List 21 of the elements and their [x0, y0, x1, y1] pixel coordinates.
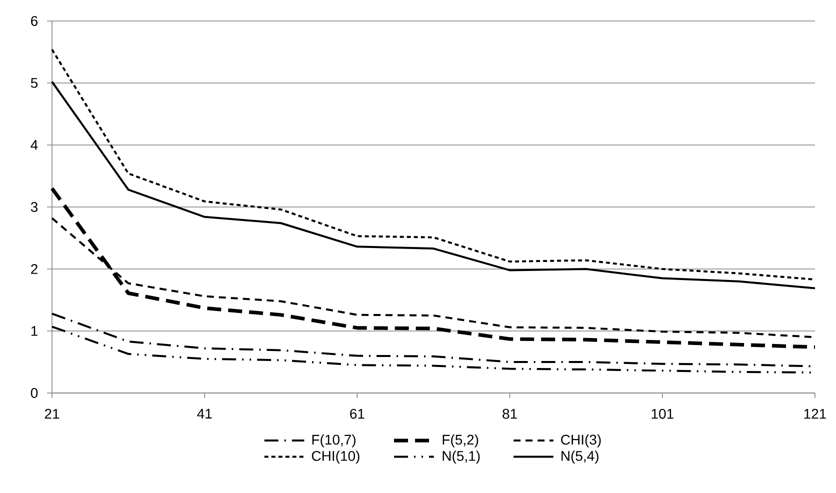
y-tick-label: 6	[31, 16, 38, 26]
line-series	[51, 80, 816, 290]
legend-label: N(5,1)	[442, 450, 480, 464]
x-tick-label: 21	[44, 408, 60, 419]
legend-label: F(5,2)	[442, 434, 478, 448]
x-tick-label: 41	[197, 408, 212, 418]
legend-label: F(10,7)	[312, 434, 356, 448]
legend-label: CHI(3)	[561, 434, 601, 448]
x-tick-label: 81	[502, 408, 517, 419]
x-tick-label: 61	[350, 408, 364, 419]
y-tick-label: 5	[30, 78, 38, 88]
x-tick-label: 101	[652, 408, 674, 419]
y-tick-label: 3	[30, 202, 38, 212]
legend-label: N(5,4)	[562, 450, 598, 464]
y-tick-label: 0	[30, 388, 38, 398]
x-tick-label: 121	[804, 408, 826, 419]
y-tick-label: 1	[31, 326, 38, 336]
line-series	[50, 186, 817, 349]
legend-label: CHI(10)	[312, 450, 360, 464]
y-tick-label: 4	[30, 140, 38, 150]
y-tick-label: 2	[31, 264, 38, 274]
